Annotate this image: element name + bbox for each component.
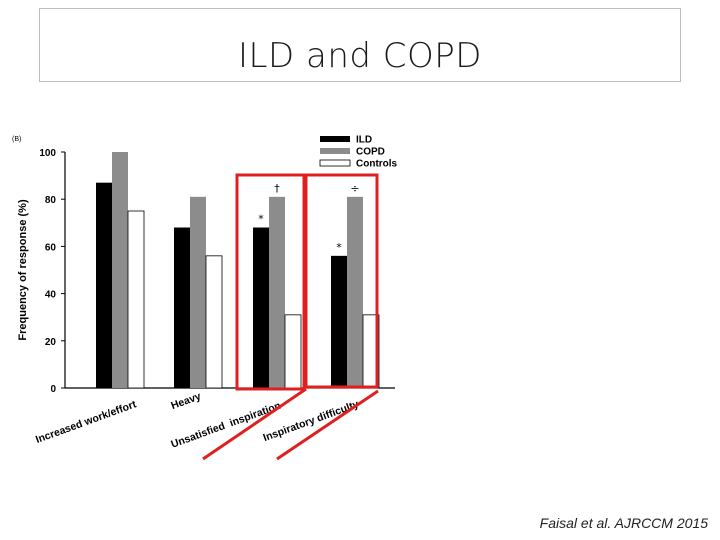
- y-axis-label: Frequency of response (%): [17, 199, 29, 341]
- bar-ild-1: [96, 182, 112, 388]
- y-tick-label: 20: [45, 337, 57, 348]
- panel-label: (B): [12, 136, 21, 143]
- bar-ild-4: [331, 255, 347, 388]
- category-label: Heavy: [169, 390, 202, 412]
- bar-copd-1: [112, 152, 128, 388]
- bar-controls-3: [284, 314, 302, 389]
- legend-label-controls: Controls: [356, 159, 398, 170]
- bar-ild-2: [174, 227, 190, 388]
- bar-ild-3: [253, 227, 269, 388]
- legend-label-copd: COPD: [356, 147, 385, 158]
- significance-marker: *: [336, 241, 342, 254]
- category-label: Increased work/effort: [34, 398, 138, 446]
- legend-swatch-ild: [320, 136, 350, 142]
- significance-marker: †: [274, 182, 280, 195]
- y-tick-label: 60: [45, 242, 57, 253]
- bar-controls-1: [127, 210, 145, 389]
- highlight-underline-unsatisfied-inspiration: [202, 387, 307, 461]
- y-tick-label: 0: [50, 384, 56, 395]
- y-tick-label: 80: [45, 195, 57, 206]
- highlight-box-unsatisfied-inspiration: [235, 173, 306, 391]
- legend-swatch-controls: [319, 159, 351, 167]
- bar-copd-3: [269, 196, 285, 388]
- y-tick-label: 40: [45, 290, 57, 301]
- highlight-underline-inspiratory-difficulty: [276, 389, 379, 461]
- slide-title: ILD and COPD: [238, 36, 482, 76]
- y-tick-label: 100: [39, 148, 56, 159]
- highlight-box-inspiratory-difficulty: [304, 173, 379, 389]
- bar-controls-2: [205, 255, 223, 389]
- title-box: ILD and COPD: [39, 8, 681, 82]
- bar-copd-2: [190, 196, 206, 388]
- significance-marker: ÷: [350, 182, 359, 195]
- bar-copd-4: [347, 196, 363, 388]
- citation: Faisal et al. AJRCCM 2015: [539, 515, 708, 531]
- legend-swatch-copd: [320, 148, 350, 154]
- legend-label-ild: ILD: [356, 135, 372, 146]
- significance-marker: *: [258, 213, 264, 226]
